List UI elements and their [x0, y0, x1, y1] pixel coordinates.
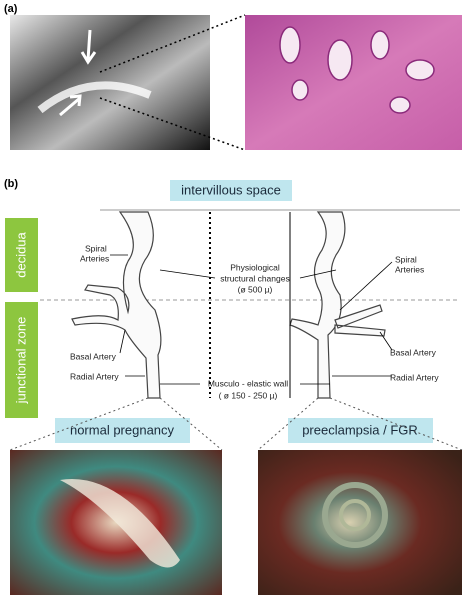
zone-label: junctional zone — [13, 317, 28, 405]
zoom-lines — [99, 14, 246, 151]
glands — [279, 26, 435, 114]
label: Basal Artery — [390, 347, 437, 357]
label: Spiral — [85, 243, 107, 253]
artery-drawing — [71, 211, 386, 399]
zone-label: decidua — [13, 231, 28, 277]
zoom-lines — [9, 397, 463, 451]
label: Arteries — [80, 253, 109, 263]
tissue-image — [258, 450, 462, 595]
space-label: intervillous space — [181, 182, 281, 197]
arrow — [59, 94, 82, 117]
label-box — [288, 418, 433, 443]
label: Arteries — [395, 264, 424, 274]
leaders — [110, 254, 393, 385]
panel-label: (b) — [4, 178, 18, 190]
label: ( ø 150 - 250 µ) — [219, 390, 278, 400]
label-box — [170, 180, 292, 201]
label: Musculo - elastic wall — [208, 378, 288, 388]
zone-box — [5, 218, 38, 292]
label: Basal Artery — [70, 351, 117, 361]
label: (ø 500 µ) — [238, 284, 273, 294]
label: Radial Artery — [390, 372, 439, 382]
label: Physiological — [230, 262, 280, 272]
histology-image — [245, 15, 462, 150]
label: Radial Artery — [70, 371, 119, 381]
arrow — [80, 29, 97, 65]
mri-structure — [37, 81, 152, 114]
zone-box — [5, 302, 38, 418]
label: Spiral — [395, 254, 417, 264]
vessel-ring — [339, 499, 371, 531]
label-box — [55, 418, 190, 443]
label: structural changes — [220, 273, 289, 283]
caption: preeclampsia / FGR — [302, 422, 418, 437]
vessel-lumen — [60, 479, 180, 568]
panel-label: (a) — [4, 3, 18, 15]
caption: normal pregnancy — [70, 422, 175, 437]
vessel-ring — [322, 482, 388, 548]
